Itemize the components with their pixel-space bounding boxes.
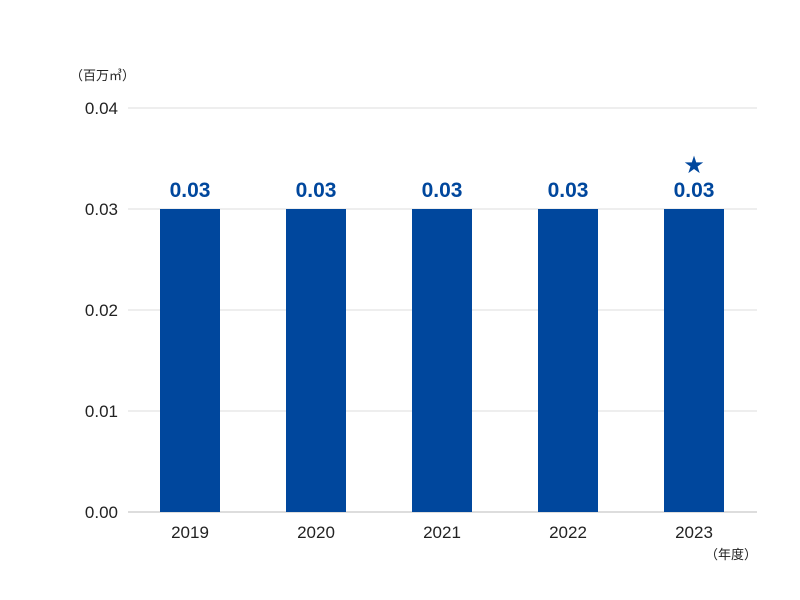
bar-2023 [664, 209, 724, 512]
x-tick-label: 2022 [549, 523, 587, 542]
bars: 0.03 0.03 0.03 0.03 0.03★ [160, 151, 724, 512]
y-axis-ticks: 0.00 0.01 0.02 0.03 0.04 [85, 99, 118, 522]
star-icon: ★ [683, 151, 705, 179]
bar-value-label: 0.03 [674, 179, 715, 202]
bar-value-label: 0.03 [422, 179, 463, 202]
bar-value-label: 0.03 [170, 179, 211, 202]
y-tick-label: 0.01 [85, 402, 118, 421]
bar-2021 [412, 209, 472, 512]
bar-2022 [538, 209, 598, 512]
bar-2019 [160, 209, 220, 512]
y-tick-label: 0.02 [85, 301, 118, 320]
x-axis-tick-labels: 2019 2020 2021 2022 2023 [171, 523, 713, 542]
bar-2020 [286, 209, 346, 512]
y-tick-label: 0.04 [85, 99, 118, 118]
x-tick-label: 2023 [675, 523, 713, 542]
bar-value-label: 0.03 [296, 179, 337, 202]
y-tick-label: 0.00 [85, 503, 118, 522]
bar-value-label: 0.03 [548, 179, 589, 202]
x-tick-label: 2019 [171, 523, 209, 542]
y-axis-unit-label: （百万㎥） [70, 69, 135, 84]
x-tick-label: 2020 [297, 523, 335, 542]
x-axis-unit-label: （年度） [705, 547, 757, 563]
x-tick-label: 2021 [423, 523, 461, 542]
y-tick-label: 0.03 [85, 200, 118, 219]
